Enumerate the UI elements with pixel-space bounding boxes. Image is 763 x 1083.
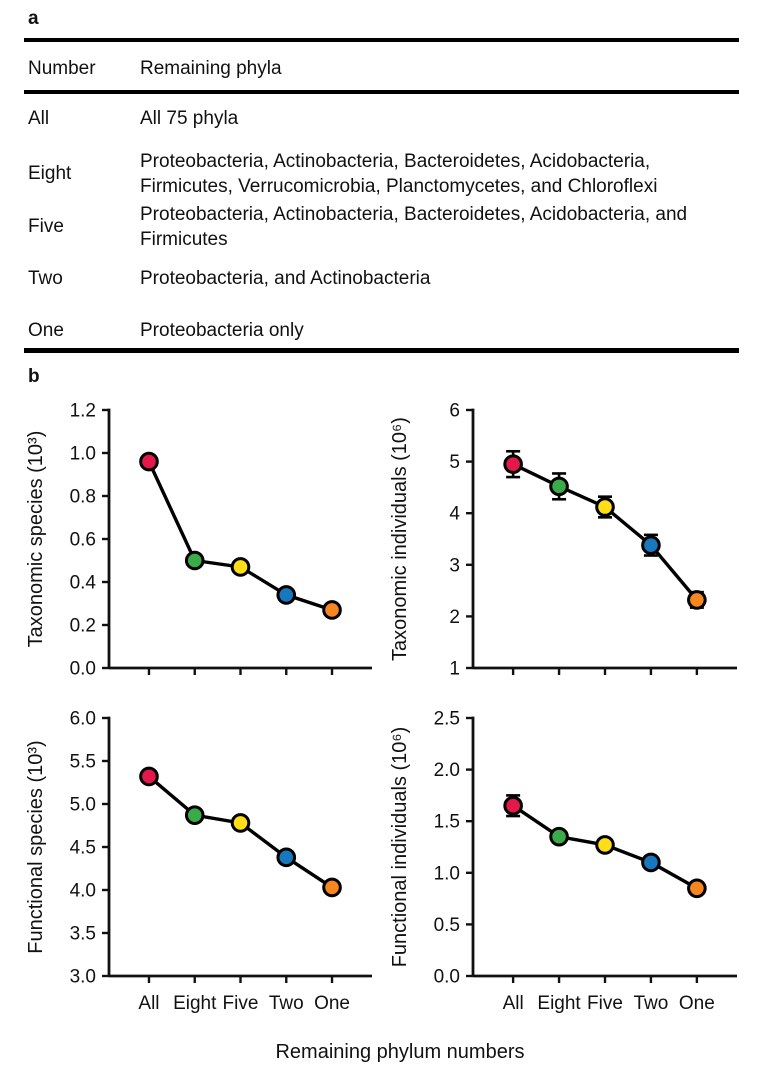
y-tick-label: 1.0 [70,444,96,465]
y-tick-label: 0.5 [434,915,460,936]
data-point-eight [549,826,569,847]
table-row-phyla: Proteobacteria, Actinobacteria, Bacteroi… [140,204,688,250]
y-tick-label: 0.4 [70,573,97,594]
y-tick-label: 6.0 [70,709,96,730]
data-point-five [230,813,251,833]
x-tick-label: Two [269,993,304,1014]
y-axis-title: Functional individuals (10⁶) [389,727,411,968]
y-tick-label: 2.0 [434,760,460,781]
x-tick-label: One [314,993,350,1014]
y-tick-label: 0.2 [70,616,96,637]
data-point-five [595,835,615,855]
data-point-one [322,600,342,620]
data-point-one [687,590,707,610]
table-row-number: Eight [28,163,72,184]
y-tick-label: 5.0 [70,795,96,816]
table-top-rule [24,38,739,42]
y-tick-label: 5 [449,452,460,473]
data-line [147,460,333,612]
table-header-rule [24,90,739,94]
y-tick-label: 5.5 [70,752,96,773]
x-tick-label: Five [223,993,259,1014]
chart-taxonomic-species: 0.0 0.2 0.4 0.6 0.8 1.0 1.2 Taxonomic species (… [25,401,372,680]
y-tick-label: 4 [449,504,460,525]
table-row-number: One [28,320,64,341]
data-point-five [595,497,615,517]
y-tick-label: 0.0 [434,967,460,988]
y-tick-label: 3 [449,555,460,576]
y-tick-label: 3.5 [70,924,96,945]
y-axis-title: Functional species (10³) [25,740,47,953]
panel-b-label: b [28,366,40,387]
x-tick-label: Two [634,993,669,1014]
table-bottom-rule [24,348,739,353]
table-row-phyla: All 75 phyla [140,108,239,129]
y-axis-title: Taxonomic individuals (10⁶) [389,417,411,661]
table-row-phyla: Proteobacteria only [140,320,304,341]
table-row-number: All [28,108,50,129]
data-point-two [276,847,297,868]
chart-functional-species: 3.0 3.5 4.0 4.5 5.0 5.5 6.0 All Eight Five Two One F… [25,709,372,1014]
y-tick-label: 3.0 [70,967,96,988]
data-point-eight [184,805,205,825]
y-tick-label: 0.6 [70,530,96,551]
y-tick-label: 2 [449,607,460,628]
data-point-five [230,557,251,577]
y-tick-label: 4.5 [70,838,96,859]
x-tick-label: Eight [173,993,217,1014]
table-header-phyla: Remaining phyla [140,58,282,79]
table-row-number: Two [28,268,63,289]
x-axis-title: Remaining phylum numbers [275,1041,524,1063]
y-tick-label: 0.8 [70,487,96,508]
x-tick-label: Five [587,993,623,1014]
data-point-eight [184,550,205,571]
y-tick-label: 1.5 [434,812,460,833]
panel-a-label: a [28,8,39,29]
y-tick-label: 6 [449,401,460,422]
y-tick-label: 4.0 [70,881,96,902]
data-point-all [139,451,159,472]
y-tick-label: 1.2 [70,401,96,422]
y-tick-label: 1 [449,659,460,680]
chart-taxonomic-individuals: 1 2 3 4 5 6 Taxonomic individuals (10⁶) [389,401,737,680]
data-point-all [503,454,523,474]
chart-functional-individuals: 0.0 0.5 1.0 1.5 2.0 2.5 All Eight Five Two One Func… [389,709,737,1014]
data-point-one [322,877,342,898]
x-tick-label: All [138,993,159,1014]
data-line [512,462,699,601]
data-point-two [276,585,297,605]
table-row-number: Five [28,216,64,237]
x-tick-label: All [503,993,524,1014]
x-tick-label: One [679,993,715,1014]
table-header-number: Number [28,58,96,79]
x-tick-label: Eight [537,993,581,1014]
data-point-eight [549,476,569,497]
table-row-phyla: Proteobacteria, Actinobacteria, Bacteroi… [140,151,658,197]
y-tick-label: 1.0 [434,863,460,884]
y-tick-label: 2.5 [434,709,460,730]
data-point-all [139,766,159,787]
y-axis-title: Taxonomic species (10³) [25,431,47,648]
data-point-two [641,535,661,555]
table-row-phyla: Proteobacteria, and Actinobacteria [140,268,431,289]
y-tick-label: 0.0 [70,659,96,680]
data-point-all [503,795,523,816]
data-point-one [687,878,707,899]
data-point-two [641,852,661,873]
